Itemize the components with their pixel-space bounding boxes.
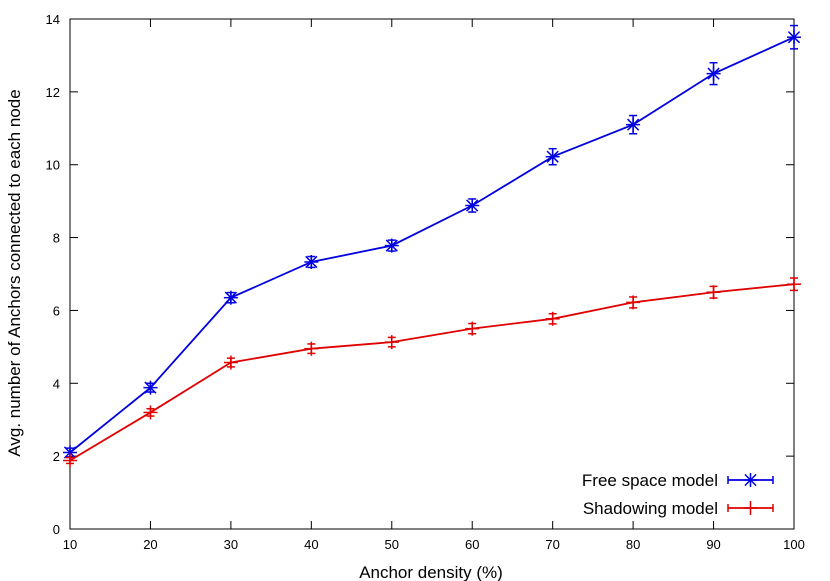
series-1 <box>63 24 801 460</box>
data-point <box>787 30 801 45</box>
x-tick-label: 20 <box>143 537 157 552</box>
x-tick-label: 50 <box>385 537 399 552</box>
data-point <box>706 285 721 300</box>
x-tick-label: 40 <box>304 537 318 552</box>
data-point <box>223 290 238 305</box>
x-tick-label: 80 <box>626 537 640 552</box>
data-point <box>626 117 641 132</box>
legend-marker <box>743 473 758 487</box>
plot-border <box>69 18 795 530</box>
legend-marker <box>743 501 758 515</box>
y-tick-label: 14 <box>46 12 60 27</box>
data-point <box>143 405 158 420</box>
data-point <box>545 311 560 326</box>
x-tick-label: 10 <box>63 537 77 552</box>
series-2 <box>63 277 801 468</box>
y-tick-label: 2 <box>53 449 60 464</box>
plot-frame <box>69 18 795 530</box>
data-point <box>223 355 238 370</box>
legend: Free space model Shadowing model <box>582 471 774 518</box>
x-tick-label: 90 <box>706 537 720 552</box>
x-axis-title: Anchor density (%) <box>359 563 503 581</box>
x-tick-label: 70 <box>545 537 559 552</box>
data-point <box>465 198 480 213</box>
data-point <box>787 277 801 292</box>
data-point <box>384 335 399 350</box>
data-point <box>545 149 560 164</box>
series-line <box>69 283 795 462</box>
legend-item-2: Shadowing model <box>583 499 774 518</box>
x-tick-label: 100 <box>783 537 805 552</box>
legend-label: Free space model <box>582 471 718 490</box>
y-tick-label: 4 <box>53 376 60 391</box>
data-point <box>706 66 721 81</box>
x-axis-ticks: 10 20 30 40 50 60 70 80 90 100 <box>63 19 805 552</box>
data-point <box>143 380 158 395</box>
legend-label: Shadowing model <box>583 499 718 518</box>
x-tick-label: 60 <box>465 537 479 552</box>
data-point <box>304 341 319 356</box>
data-point <box>626 295 641 310</box>
series-line <box>69 36 795 454</box>
y-tick-label: 10 <box>46 158 60 173</box>
y-tick-label: 12 <box>46 85 60 100</box>
legend-item-1: Free space model <box>582 471 774 490</box>
data-point <box>384 238 399 253</box>
x-tick-label: 30 <box>224 537 238 552</box>
data-point <box>465 321 480 336</box>
y-tick-label: 6 <box>53 303 60 318</box>
y-tick-label: 8 <box>53 231 60 246</box>
y-tick-label: 0 <box>53 522 60 537</box>
data-point <box>304 254 319 269</box>
series-layer <box>63 24 801 468</box>
y-axis-title: Avg. number of Anchors connected to each… <box>5 89 24 456</box>
y-axis-ticks: 0 2 4 6 8 10 12 14 <box>46 12 794 537</box>
data-point <box>63 453 77 468</box>
